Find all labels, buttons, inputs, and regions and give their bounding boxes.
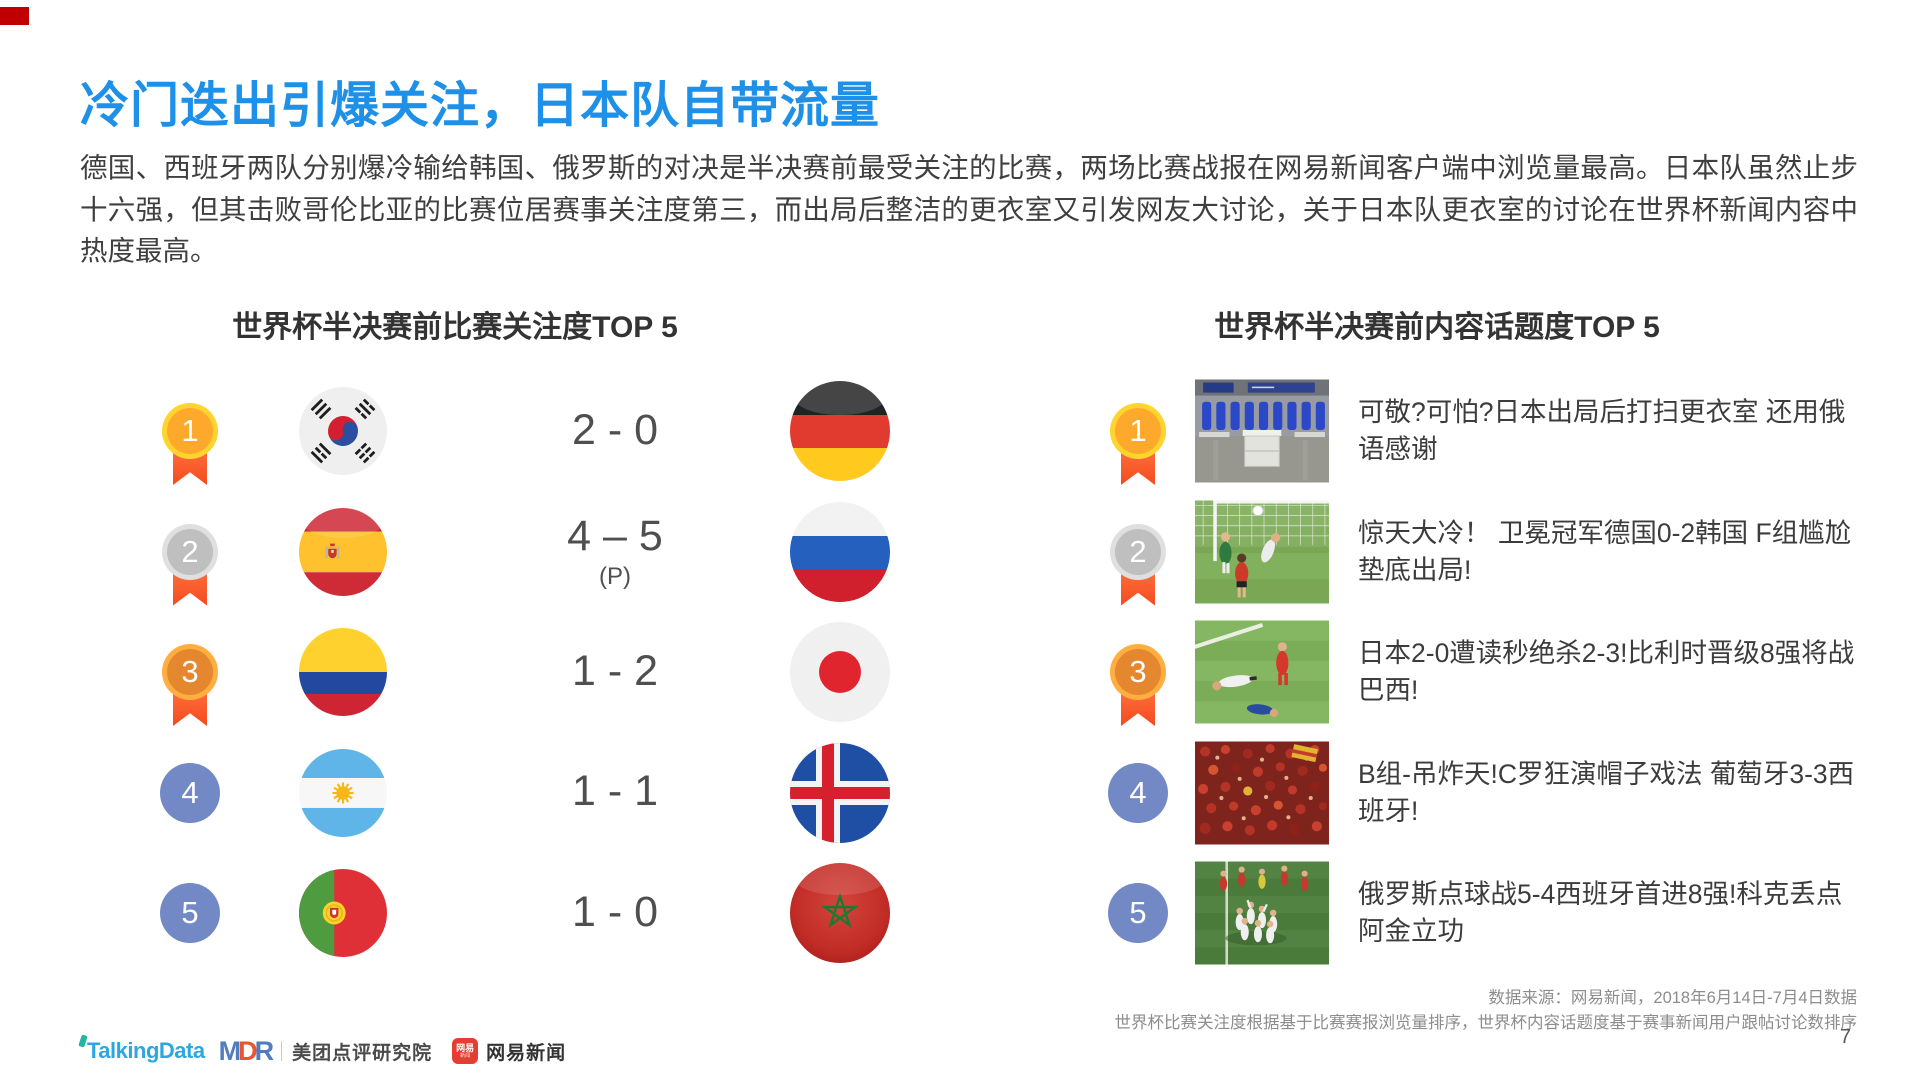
match-row-3: 3 1 - 2 [130,612,910,733]
news-thumbnail-red-fans-crowd [1195,741,1329,845]
flag-spain-icon [299,507,387,596]
mdr-letter-m: M [218,1035,241,1066]
match-row-1: 1 [130,371,910,492]
flag-iceland-icon [790,742,890,843]
news-headline: 可敬?可怕?日本出局后打扫更衣室 还用俄语感谢 [1358,397,1846,465]
news-headline: B组-吊炸天!C罗狂演帽子戏法 葡萄牙3-3西班牙! [1358,758,1855,826]
match-row-5: 5 1 - 0 [130,853,910,974]
news-thumbnail-team-celebration [1195,861,1329,965]
page-title: 冷门迭出引爆关注，日本队自带流量 [80,79,881,133]
meituan-research-label: 美团点评研究院 [292,1042,433,1064]
match-score: 4 – 5 [567,512,663,560]
news-headline: 日本2-0遭读秒绝杀2-3!比利时晋级8强将战巴西! [1358,638,1855,706]
rank-number: 3 [181,654,199,689]
rank-1-gold-medal-icon: 1 [162,403,218,487]
flag-germany-icon [790,381,890,481]
rank-number: 1 [1129,413,1147,448]
flag-portugal-icon [299,869,387,957]
data-source-line1: 数据来源：网易新闻，2018年6月14日-7月4日数据 [1488,989,1857,1007]
match-score: 1 - 2 [571,646,659,695]
news-row-4: 4 [1100,733,1880,854]
match-score: 1 - 0 [571,887,659,936]
news-thumbnail-goal-scene [1195,500,1329,604]
news-row-5: 5 [1100,853,1880,974]
rank-number: 4 [181,774,199,810]
netease-news-label: 网易新闻 [486,1042,567,1064]
netease-app-icon: 网易 新闻 [452,1038,479,1064]
page-number: 7 [1839,1026,1851,1048]
footer-logos: TalkingData MDR 美团点评研究院 网易 新闻 网易新闻 [80,1036,566,1066]
rank-number: 2 [1129,533,1147,569]
flag-colombia-icon [299,628,387,716]
corner-accent-bar [0,7,29,25]
data-source-note: 数据来源：网易新闻，2018年6月14日-7月4日数据 世界杯比赛关注度根据基于… [1115,986,1858,1036]
data-source-line2: 世界杯比赛关注度根据基于比赛赛报浏览量排序，世界杯内容话题度基于赛事新闻用户跟帖… [1114,1014,1858,1032]
rank-number: 3 [1129,654,1147,689]
mdr-letter-d: D [238,1035,257,1066]
news-ranking-list: 1 [1100,371,1880,974]
flag-argentina-icon [299,748,387,837]
match-score-note: (P) [599,563,631,590]
flag-russia-icon [790,501,890,602]
rank-number: 5 [181,895,199,930]
news-thumbnail-players-on-pitch [1195,620,1329,724]
mdr-logo: MDR [218,1035,274,1067]
rank-2-silver-medal-icon: 2 [1110,523,1166,608]
match-score: 1 - 1 [571,767,659,815]
match-score: 2 - 0 [571,405,659,454]
news-headline: 惊天大冷！ 卫冕冠军德国0-2韩国 F组尴尬垫底出局! [1358,517,1852,585]
logo-divider [281,1041,283,1061]
flag-morocco-icon [790,863,890,963]
rank-1-gold-medal-icon: 1 [1110,403,1166,487]
news-row-2: 2 [1100,492,1880,613]
news-thumbnail-locker-room [1195,379,1329,483]
rank-number: 2 [181,533,199,569]
left-panel-heading: 世界杯半决赛前比赛关注度TOP 5 [232,311,678,344]
rank-3-bronze-medal-icon: 3 [162,644,218,728]
right-panel-heading: 世界杯半决赛前内容话题度TOP 5 [1214,311,1660,344]
intro-paragraph: 德国、西班牙两队分别爆冷输给韩国、俄罗斯的对决是半决赛前最受关注的比赛，两场比赛… [80,152,1858,266]
rank-5-circle: 5 [160,883,220,943]
rank-number: 4 [1129,774,1147,810]
match-row-4: 4 [130,733,910,854]
news-row-1: 1 [1100,371,1880,492]
netease-news-logo: 网易 新闻 网易新闻 [452,1038,566,1065]
rank-5-circle: 5 [1108,883,1168,943]
mdr-letter-r: R [254,1035,274,1066]
flag-japan-icon [790,622,890,722]
match-row-2: 2 [130,492,910,613]
rank-2-silver-medal-icon: 2 [162,523,218,608]
talkingdata-logo: TalkingData [80,1038,205,1064]
rank-number: 1 [181,413,199,448]
match-ranking-list: 1 [130,371,910,974]
rank-3-bronze-medal-icon: 3 [1110,644,1166,728]
news-row-3: 3 [1100,612,1880,733]
rank-4-circle: 4 [1108,762,1168,823]
rank-number: 5 [1129,895,1147,930]
flag-south-korea-icon [299,387,387,475]
rank-4-circle: 4 [160,762,220,823]
news-headline: 俄罗斯点球战5-4西班牙首进8强!科克丢点阿金立功 [1358,879,1843,947]
